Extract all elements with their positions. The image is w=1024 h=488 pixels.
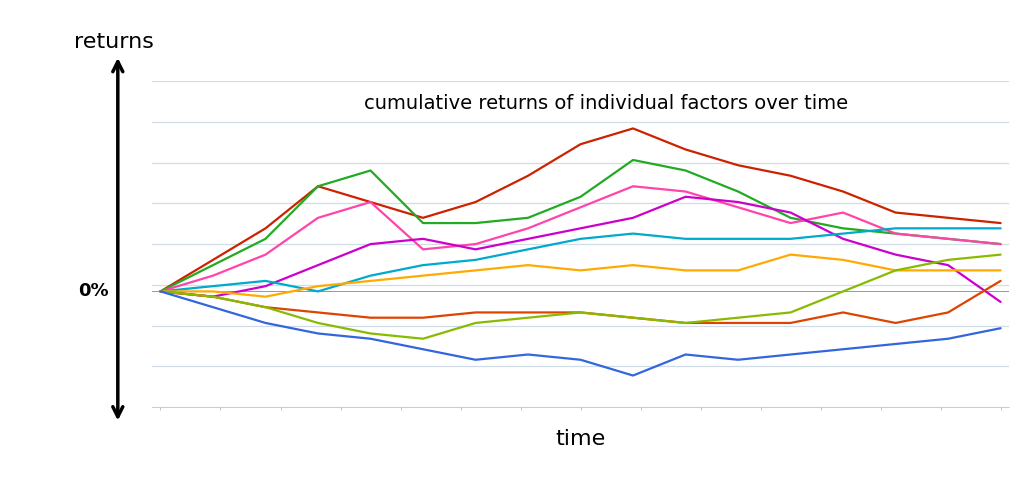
Text: 0%: 0% — [79, 283, 110, 301]
Text: cumulative returns of individual factors over time: cumulative returns of individual factors… — [365, 94, 848, 113]
Text: returns: returns — [74, 32, 154, 52]
X-axis label: time: time — [555, 428, 605, 448]
